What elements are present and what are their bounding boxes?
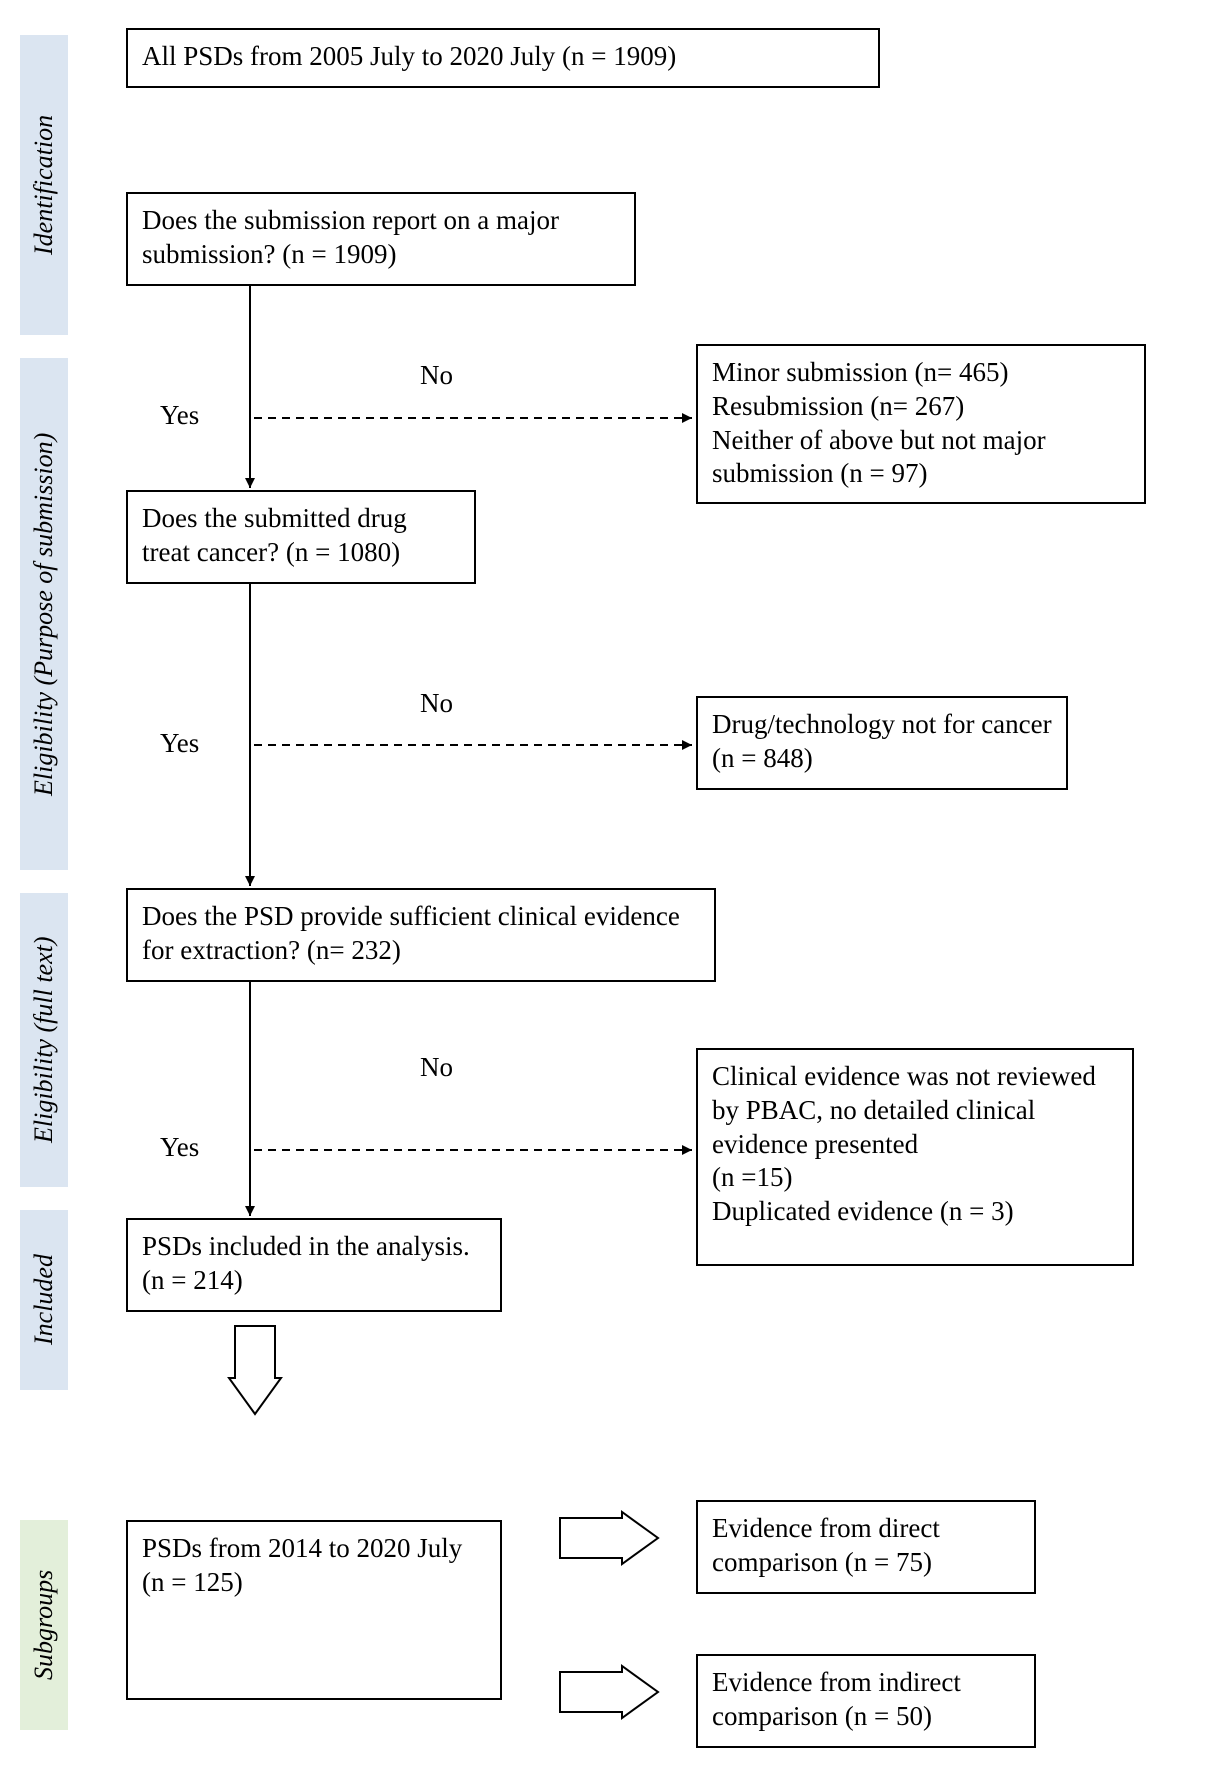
node-n2: Does the submitted drug treat cancer? (n… — [126, 490, 476, 584]
node-n4: PSDs included in the analysis. (n = 214) — [126, 1218, 502, 1312]
node-x1: Minor submission (n= 465) Resubmission (… — [696, 344, 1146, 504]
edge-label: No — [420, 1052, 453, 1083]
node-n0: All PSDs from 2005 July to 2020 July (n … — [126, 28, 880, 88]
node-n1: Does the submission report on a major su… — [126, 192, 636, 286]
edge-label: Yes — [160, 1132, 199, 1163]
node-s1: Evidence from direct comparison (n = 75) — [696, 1500, 1036, 1594]
edge-label: No — [420, 360, 453, 391]
edge-label: No — [420, 688, 453, 719]
phase-ph-incl: Included — [20, 1210, 68, 1390]
phase-ph-sub: Subgroups — [20, 1520, 68, 1730]
phase-ph-ident: Identification — [20, 35, 68, 335]
node-n3: Does the PSD provide sufficient clinical… — [126, 888, 716, 982]
node-s2: Evidence from indirect comparison (n = 5… — [696, 1654, 1036, 1748]
node-x2: Drug/technology not for cancer (n = 848) — [696, 696, 1068, 790]
phase-ph-elig1: Eligibility (Purpose of submission) — [20, 358, 68, 870]
node-x3: Clinical evidence was not reviewed by PB… — [696, 1048, 1134, 1266]
edge-label: Yes — [160, 400, 199, 431]
phase-ph-elig2: Eligibility (full text) — [20, 893, 68, 1187]
node-n5: PSDs from 2014 to 2020 July (n = 125) — [126, 1520, 502, 1700]
edge-label: Yes — [160, 728, 199, 759]
